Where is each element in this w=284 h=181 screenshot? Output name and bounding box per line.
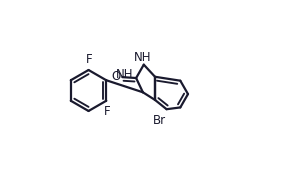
Text: O: O [111, 70, 120, 83]
Text: NH: NH [134, 51, 152, 64]
Text: F: F [86, 53, 93, 66]
Text: Br: Br [153, 114, 166, 127]
Text: NH: NH [116, 68, 133, 81]
Text: F: F [104, 105, 110, 118]
